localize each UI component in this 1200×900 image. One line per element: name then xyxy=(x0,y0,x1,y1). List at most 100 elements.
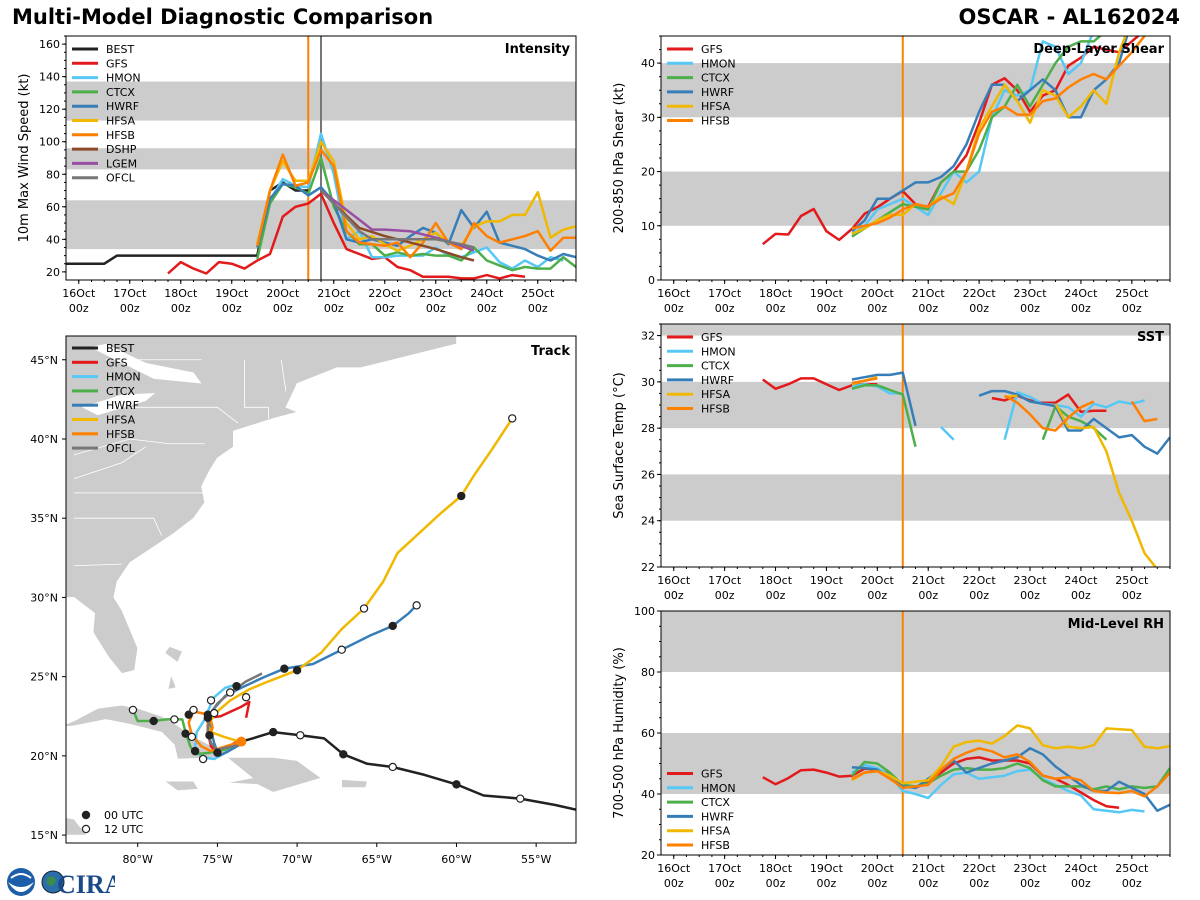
page-title: Multi-Model Diagnostic Comparison xyxy=(12,5,434,29)
legend-swatch-hfsa xyxy=(72,418,98,421)
threshold-band xyxy=(661,171,1170,226)
track-marker-00utc xyxy=(388,621,397,631)
track-marker-12utc xyxy=(241,693,251,702)
x-tick-label: 23Oct xyxy=(1014,574,1048,587)
series-line-gfs xyxy=(762,756,1120,809)
y-tick-label: 20 xyxy=(641,166,655,179)
x-tick-label: 00z xyxy=(867,302,887,315)
x-tick-label: 22Oct xyxy=(963,574,997,587)
series-line-hmon xyxy=(851,36,1093,235)
x-tick-label: 19Oct xyxy=(810,287,844,300)
y-tick-label: 100 xyxy=(634,605,655,618)
x-tick-label: 00z xyxy=(477,302,497,315)
y-tick-label: 140 xyxy=(39,71,60,84)
plot-area xyxy=(66,36,576,280)
map-frame xyxy=(65,335,577,844)
series-line-hfsb xyxy=(1130,400,1158,423)
storm-id: OSCAR - AL162024 xyxy=(958,5,1180,29)
lat-tick-label: 45°N xyxy=(30,354,58,367)
legend-label-hwrf: HWRF xyxy=(106,100,139,113)
series-line-gfs xyxy=(167,192,526,280)
x-tick-label: 21Oct xyxy=(317,287,351,300)
track-marker-12utc xyxy=(508,414,517,423)
series-line-ofcl xyxy=(320,189,475,249)
x-tick-label: 21Oct xyxy=(912,287,946,300)
series-line-hfsa xyxy=(851,724,1170,785)
track-marker-12utc xyxy=(412,601,421,610)
track-marker-12utc xyxy=(170,715,179,724)
x-tick-label: 00z xyxy=(1020,877,1040,890)
track-marker-12utc xyxy=(296,731,305,740)
x-tick-label: 25Oct xyxy=(1115,287,1149,300)
y-tick-label: 40 xyxy=(641,788,655,801)
legend-label-dshp: DSHP xyxy=(106,143,137,156)
legend-label-gfs: GFS xyxy=(701,768,723,781)
state-border xyxy=(73,438,205,456)
series-line-hwrf xyxy=(978,389,1170,455)
cira-logo: CIRA xyxy=(7,868,115,898)
x-tick-label: 00z xyxy=(664,877,684,890)
legend-swatch-hwrf xyxy=(72,403,98,407)
x-tick-label: 00z xyxy=(867,877,887,890)
lat-tick-label: 25°N xyxy=(30,671,58,684)
state-border xyxy=(129,406,239,424)
x-tick-label: 00z xyxy=(715,589,735,602)
y-tick-label: 20 xyxy=(641,849,655,862)
legend-label-hmon: HMON xyxy=(701,782,736,795)
x-tick-label: 00z xyxy=(664,302,684,315)
x-tick-label: 00z xyxy=(918,589,938,602)
y-tick-label: 28 xyxy=(641,422,655,435)
legend-swatch-best xyxy=(72,346,98,350)
y-tick-label: 100 xyxy=(39,136,60,149)
y-tick-label: 80 xyxy=(46,168,60,181)
x-tick-label: 17Oct xyxy=(708,862,742,875)
threshold-band xyxy=(661,324,1170,336)
legend-label-hfsb: HFSB xyxy=(701,115,730,128)
x-tick-label: 00z xyxy=(664,589,684,602)
series-line-hmon xyxy=(940,426,955,441)
x-tick-label: 00z xyxy=(426,302,446,315)
lon-tick-label: 80°W xyxy=(123,853,153,866)
lon-tick-label: 75°W xyxy=(202,853,232,866)
x-tick-label: 00z xyxy=(375,302,395,315)
track-marker-12utc xyxy=(128,705,138,715)
x-tick-label: 23Oct xyxy=(419,287,453,300)
track-marker-12utc xyxy=(359,604,369,613)
legend-label-ctcx: CTCX xyxy=(701,72,730,85)
panel-title: Mid-Level RH xyxy=(1068,617,1164,632)
x-tick-label: 00z xyxy=(324,302,344,315)
landmass-jamaica xyxy=(163,780,199,792)
x-tick-label: 23Oct xyxy=(1014,287,1048,300)
y-tick-label: 120 xyxy=(39,103,60,116)
series-line-hfsa xyxy=(851,36,1127,236)
y-tick-label: 20 xyxy=(46,266,60,279)
legend-label-best: BEST xyxy=(106,342,134,355)
legend-label-gfs: GFS xyxy=(106,356,128,369)
x-tick-label: 16Oct xyxy=(657,287,691,300)
legend-label-ctcx: CTCX xyxy=(701,796,730,809)
x-tick-label: 24Oct xyxy=(1064,287,1098,300)
lon-tick-label: 60°W xyxy=(441,853,471,866)
y-tick-label: 30 xyxy=(641,376,655,389)
x-tick-label: 00z xyxy=(69,302,89,315)
x-tick-label: 16Oct xyxy=(62,287,96,300)
x-tick-label: 19Oct xyxy=(215,287,249,300)
marker-legend-symbol xyxy=(81,824,91,834)
panel-track: 80°W 75°W 70°W 65°W 60°W 55°W 15°N 20°N 25°N 30°N… xyxy=(30,335,577,866)
x-tick-label: 00z xyxy=(1071,302,1091,315)
noaa-logo-icon xyxy=(7,868,35,896)
legend-label-hwrf: HWRF xyxy=(701,374,734,387)
x-tick-label: 21Oct xyxy=(912,574,946,587)
y-tick-label: 160 xyxy=(39,38,60,51)
track-marker-12utc xyxy=(187,732,197,742)
x-tick-label: 00z xyxy=(918,877,938,890)
x-tick-label: 00z xyxy=(817,302,837,315)
great-lakes xyxy=(89,343,202,384)
marker-legend-label: 12 UTC xyxy=(104,823,144,836)
x-tick-label: 22Oct xyxy=(963,862,997,875)
x-tick-label: 00z xyxy=(766,302,786,315)
legend-label-hfsa: HFSA xyxy=(701,825,731,838)
x-tick-label: 00z xyxy=(1122,302,1142,315)
series-line-hfsb xyxy=(851,377,878,385)
